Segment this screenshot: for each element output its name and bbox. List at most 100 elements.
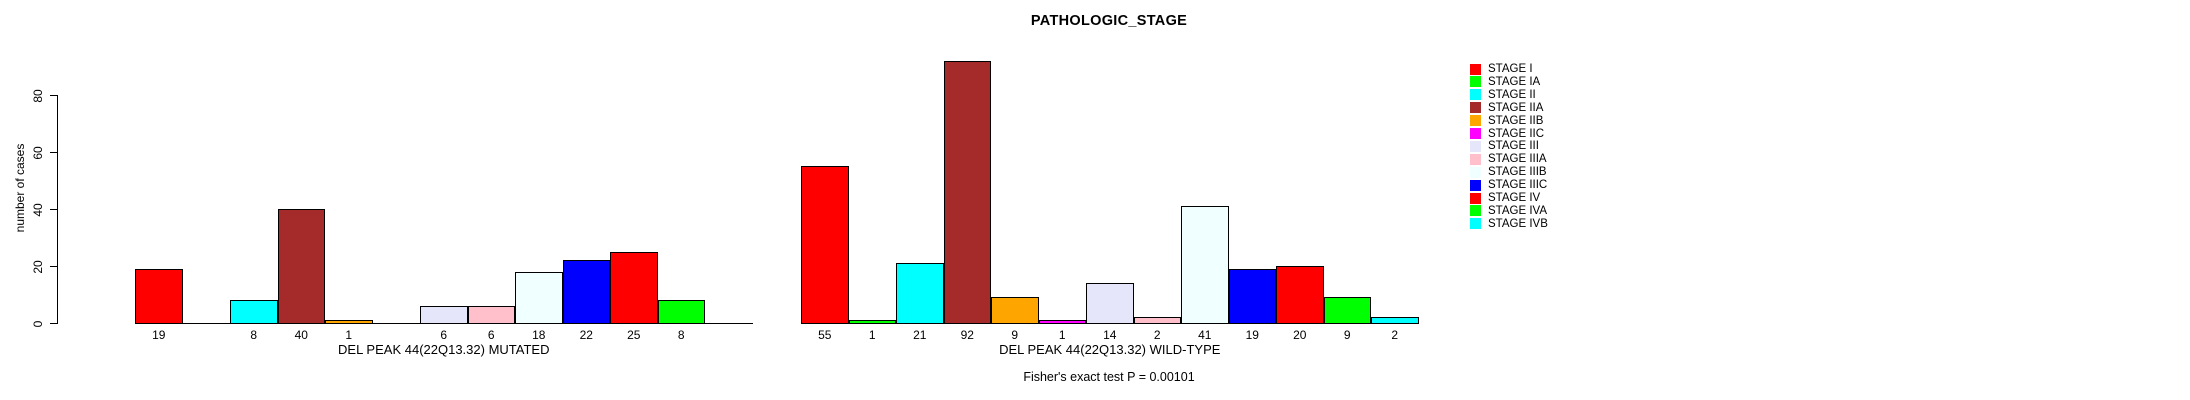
legend-item: STAGE IIA (1470, 101, 1543, 114)
y-axis-label: number of cases (13, 143, 27, 233)
legend-label: STAGE II (1488, 88, 1536, 101)
legend-label: STAGE I (1488, 63, 1533, 75)
bar-value-label: 2 (1391, 327, 1399, 342)
bar (610, 252, 658, 324)
legend-color-swatch (1470, 115, 1481, 127)
bar (1371, 317, 1419, 324)
legend-label: STAGE IVB (1488, 217, 1548, 230)
bar-value-label: 6 (487, 327, 495, 342)
legend-item: STAGE IIIA (1470, 153, 1547, 166)
y-axis-tick-label: 80 (31, 88, 45, 103)
bar-value-label: 8 (250, 327, 258, 342)
legend-color-swatch (1470, 128, 1481, 139)
y-axis-tick-label: 60 (31, 145, 45, 160)
bar-value-label: 9 (1343, 327, 1351, 342)
bar (1276, 266, 1324, 324)
legend-item: STAGE III (1470, 140, 1539, 153)
legend-item: STAGE I (1470, 63, 1533, 76)
bar (277, 209, 325, 324)
bar-value-label: 41 (1198, 327, 1212, 342)
legend-item: STAGE IIIC (1470, 179, 1547, 192)
bar-value-label: 1 (345, 327, 353, 342)
bar-value-label: 6 (440, 327, 448, 342)
bar-value-label: 1 (1058, 327, 1066, 342)
bar (1228, 269, 1276, 324)
legend-color-swatch (1470, 140, 1481, 152)
legend-color-swatch (1470, 102, 1481, 114)
legend-color-swatch (1470, 89, 1481, 101)
y-axis-tick (50, 323, 57, 324)
legend-label: STAGE IIA (1488, 101, 1544, 114)
y-axis-tick-label: 0 (31, 320, 45, 327)
bar-value-label: 92 (960, 327, 974, 342)
y-axis-tick-label: 40 (31, 202, 45, 217)
bar-value-label: 18 (532, 327, 546, 342)
bar-value-label: 19 (1245, 327, 1259, 342)
bar-value-label: 55 (818, 327, 832, 342)
bar-value-label: 25 (627, 327, 641, 342)
legend-color-swatch (1470, 192, 1481, 204)
bar (1038, 320, 1086, 324)
bar (467, 306, 515, 324)
legend-label: STAGE IIIB (1488, 166, 1547, 179)
bar-value-label: 40 (294, 327, 308, 342)
bar (991, 297, 1039, 324)
y-axis-tick-label: 20 (31, 259, 45, 274)
bar-value-label: 20 (1293, 327, 1307, 342)
y-axis-tick (50, 95, 57, 96)
legend-color-swatch (1470, 205, 1481, 217)
legend-color-swatch (1470, 218, 1481, 230)
legend-label: STAGE IIIA (1488, 153, 1547, 166)
bar-value-label: 19 (152, 327, 166, 342)
y-axis-tick (50, 152, 57, 153)
legend-label: STAGE IVA (1488, 204, 1548, 217)
legend-label: STAGE IIC (1488, 127, 1545, 140)
bar (1133, 317, 1181, 324)
legend-item: STAGE IV (1470, 192, 1540, 205)
bar (801, 166, 849, 324)
bar-value-label: 1 (868, 327, 876, 342)
legend-label: STAGE III (1488, 140, 1539, 153)
legend-color-swatch (1470, 166, 1481, 178)
bar (562, 260, 610, 324)
bar (420, 306, 468, 324)
bar (657, 300, 705, 324)
y-axis-tick (50, 209, 57, 210)
legend-color-swatch (1470, 76, 1481, 88)
legend-color-swatch (1470, 153, 1481, 165)
bar (896, 263, 944, 324)
legend-label: STAGE IIIC (1488, 179, 1548, 192)
bar (848, 320, 896, 324)
legend-item: STAGE IIIB (1470, 166, 1547, 179)
bar (943, 61, 991, 324)
legend-label: STAGE IA (1488, 75, 1541, 88)
y-axis-line (57, 95, 58, 324)
bar (515, 272, 563, 324)
bar-value-label: 2 (1153, 327, 1161, 342)
bar-value-label: 8 (677, 327, 685, 342)
group-label: DEL PEAK 44(22Q13.32) MUTATED (338, 342, 550, 357)
bar (1323, 297, 1371, 324)
bar-value-label: 9 (1011, 327, 1019, 342)
bar (1086, 283, 1134, 324)
chart-title: PATHOLOGIC_STAGE (1030, 13, 1188, 29)
legend-item: STAGE IVA (1470, 204, 1547, 217)
bar-value-label: 21 (913, 327, 927, 342)
bar (230, 300, 278, 324)
fisher-test-annotation: Fisher's exact test P = 0.00101 (1023, 370, 1195, 384)
legend-item: STAGE IA (1470, 75, 1540, 88)
y-axis-tick (50, 266, 57, 267)
legend-item: STAGE IIB (1470, 114, 1543, 127)
legend-color-swatch (1470, 63, 1481, 75)
legend-item: STAGE II (1470, 88, 1536, 101)
legend-item: STAGE IIC (1470, 127, 1544, 140)
group-label: DEL PEAK 44(22Q13.32) WILD-TYPE (999, 342, 1221, 357)
bar-value-label: 22 (579, 327, 593, 342)
bar (135, 269, 183, 324)
bar (1181, 206, 1229, 324)
legend-label: STAGE IV (1488, 192, 1541, 204)
bar-value-label: 14 (1103, 327, 1117, 342)
legend-item: STAGE IVB (1470, 217, 1548, 230)
legend-color-swatch (1470, 179, 1481, 191)
